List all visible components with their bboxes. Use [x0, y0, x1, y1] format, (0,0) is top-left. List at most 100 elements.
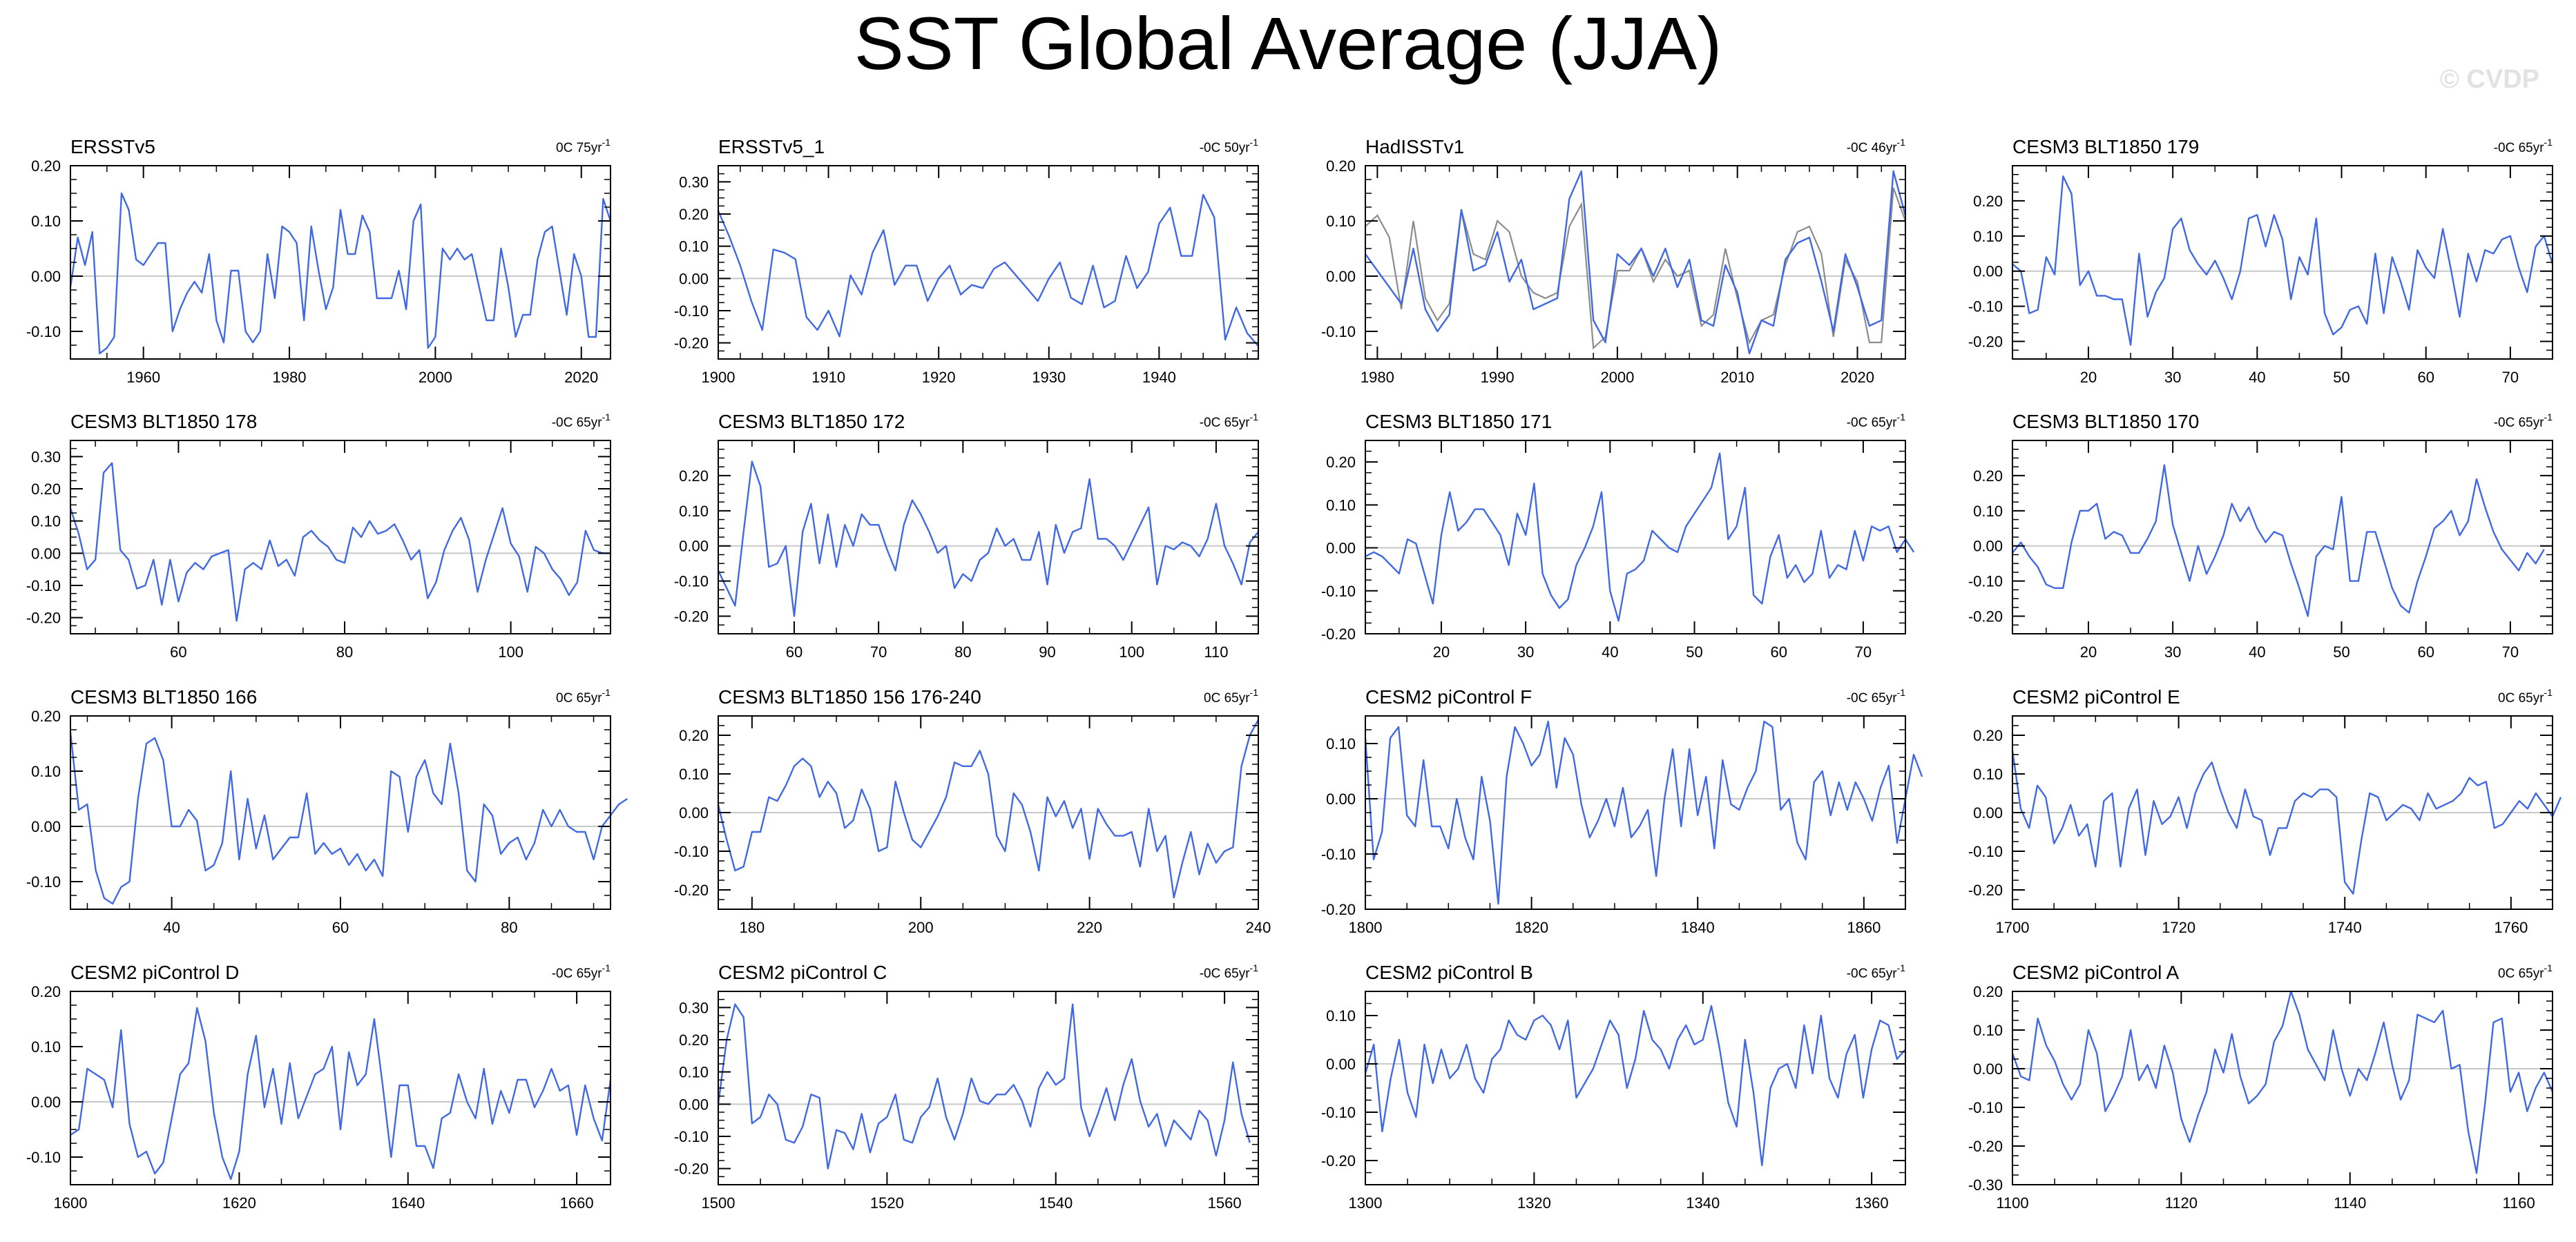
trend-annotation: 0C 65yr-1	[2498, 687, 2553, 706]
x-tick-label: 30	[2164, 369, 2181, 386]
x-tick-label: 1700	[1996, 919, 2030, 936]
y-tick-label: 0.30	[679, 173, 709, 191]
plot-frame	[1365, 165, 1906, 360]
y-tick-label: 0.20	[31, 983, 61, 1000]
series-line	[70, 1007, 612, 1181]
y-tick-label: -0.10	[674, 843, 709, 860]
x-tick-label: 1930	[1032, 369, 1066, 386]
x-tick-label: 1980	[1361, 369, 1394, 386]
y-tick-label: 0.00	[1326, 1056, 1356, 1073]
plot-frame	[1365, 991, 1906, 1185]
plot-frame	[718, 440, 1259, 634]
panel: 1100 1120 1140 1160 -0.30 -0.20 -0.10 0.00 0.10 0…	[1968, 962, 2554, 1212]
series-line	[69, 192, 612, 355]
x-tick-label: 1500	[702, 1194, 736, 1212]
plot-frame	[2012, 991, 2553, 1185]
x-tick-label: 1740	[2328, 919, 2362, 936]
trend-annotation: -0C 46yr-1	[1847, 137, 1906, 155]
panel-title: ERSSTv5	[70, 136, 155, 157]
y-tick-label: -0.20	[674, 882, 709, 899]
x-tick-label: 1960	[126, 369, 160, 386]
panel: 1800 1820 1840 1860 -0.20 -0.10 0.00 0.10 CESM2 …	[1321, 686, 1923, 936]
series-line	[717, 719, 1260, 899]
y-tick-label: 0.20	[31, 481, 61, 498]
x-tick-label: 1520	[870, 1194, 904, 1212]
y-tick-label: -0.20	[1321, 1152, 1356, 1170]
panel-title: CESM2 piControl C	[718, 962, 887, 983]
x-tick-label: 1100	[1996, 1194, 2028, 1212]
x-tick-label: 60	[786, 643, 802, 661]
plot-frame	[70, 440, 611, 634]
x-tick-label: 1900	[702, 369, 736, 386]
panel: 60 80 100 -0.20 -0.10 0.00 0.10 0.20 0.30 CESM3 B…	[26, 411, 611, 661]
x-tick-label: 1720	[2162, 919, 2195, 936]
series-line	[1364, 720, 1923, 905]
y-tick-label: 0.20	[1973, 467, 2003, 485]
y-tick-label: 0.00	[1973, 263, 2003, 280]
y-tick-label: 0.00	[1326, 268, 1356, 285]
trend-annotation: -0C 65yr-1	[1847, 687, 1906, 706]
x-tick-label: 100	[498, 643, 523, 661]
trend-annotation: 0C 65yr-1	[1204, 687, 1258, 706]
y-tick-label: 0.20	[679, 727, 709, 744]
series-line	[2011, 990, 2554, 1174]
x-tick-label: 50	[1686, 643, 1702, 661]
panel-title: CESM3 BLT1850 156 176-240	[718, 686, 981, 708]
y-tick-label: -0.10	[1321, 846, 1356, 863]
x-tick-label: 80	[336, 643, 353, 661]
y-tick-label: -0.20	[1321, 901, 1356, 918]
reference-series-line	[1365, 187, 1907, 350]
x-tick-label: 1860	[1847, 919, 1881, 936]
x-tick-label: 1340	[1686, 1194, 1720, 1212]
x-tick-label: 40	[1602, 643, 1618, 661]
x-tick-label: 1910	[811, 369, 845, 386]
panel: 1960 1980 2000 2020 -0.10 0.00 0.10 0.20 ERSSTv5…	[26, 136, 612, 386]
x-tick-label: 30	[1517, 643, 1534, 661]
y-tick-label: 0.00	[679, 270, 709, 287]
trend-annotation: 0C 65yr-1	[2498, 962, 2553, 981]
cvdp-watermark: © CVDP	[2440, 65, 2539, 94]
y-tick-label: 0.20	[1973, 193, 2003, 210]
y-tick-label: 0.10	[679, 1064, 709, 1081]
y-tick-label: 0.10	[1326, 496, 1356, 514]
trend-annotation: -0C 65yr-1	[2494, 137, 2553, 155]
trend-annotation: -0C 65yr-1	[1200, 411, 1259, 430]
x-tick-label: 1620	[222, 1194, 256, 1212]
x-tick-label: 2010	[1720, 369, 1754, 386]
panel-title: CESM2 piControl E	[2012, 686, 2180, 708]
trend-annotation: 0C 65yr-1	[556, 687, 611, 706]
trend-annotation: 0C 75yr-1	[556, 137, 611, 155]
trend-annotation: -0C 50yr-1	[1200, 137, 1259, 155]
panel-title: CESM2 piControl D	[70, 962, 239, 983]
y-tick-label: 0.10	[31, 763, 61, 780]
y-tick-label: -0.20	[674, 608, 709, 625]
x-tick-label: 2020	[564, 369, 598, 386]
x-tick-label: 1640	[391, 1194, 425, 1212]
y-tick-label: -0.10	[1968, 573, 2003, 590]
y-tick-label: -0.10	[674, 573, 709, 590]
trend-annotation: -0C 65yr-1	[1200, 962, 1259, 981]
x-tick-label: 80	[501, 919, 517, 936]
y-tick-label: 0.20	[1973, 727, 2003, 744]
y-tick-label: -0.10	[26, 873, 61, 891]
x-tick-label: 40	[2249, 643, 2265, 661]
panel: 180 200 220 240 -0.20 -0.10 0.00 0.10 0.20 CESM3 …	[674, 686, 1271, 936]
x-tick-label: 1600	[54, 1194, 88, 1212]
x-tick-label: 60	[170, 643, 186, 661]
y-tick-label: 0.20	[31, 157, 61, 175]
y-tick-label: 0.20	[1326, 454, 1356, 471]
series-line	[2012, 175, 2554, 346]
x-tick-label: 240	[1246, 919, 1271, 936]
x-tick-label: 70	[870, 643, 887, 661]
x-tick-label: 80	[954, 643, 971, 661]
x-tick-label: 1660	[560, 1194, 594, 1212]
x-tick-label: 50	[2333, 369, 2349, 386]
x-tick-label: 200	[908, 919, 934, 936]
x-tick-label: 1320	[1517, 1194, 1551, 1212]
y-tick-label: -0.20	[674, 1161, 709, 1178]
panel: 20 30 40 50 60 70 -0.20 -0.10 0.00 0.10 0.20 CESM3 …	[1968, 136, 2554, 386]
plot-frame	[70, 165, 611, 360]
x-tick-label: 1300	[1349, 1194, 1383, 1212]
x-tick-label: 1920	[922, 369, 956, 386]
y-tick-label: 0.10	[1973, 766, 2003, 783]
